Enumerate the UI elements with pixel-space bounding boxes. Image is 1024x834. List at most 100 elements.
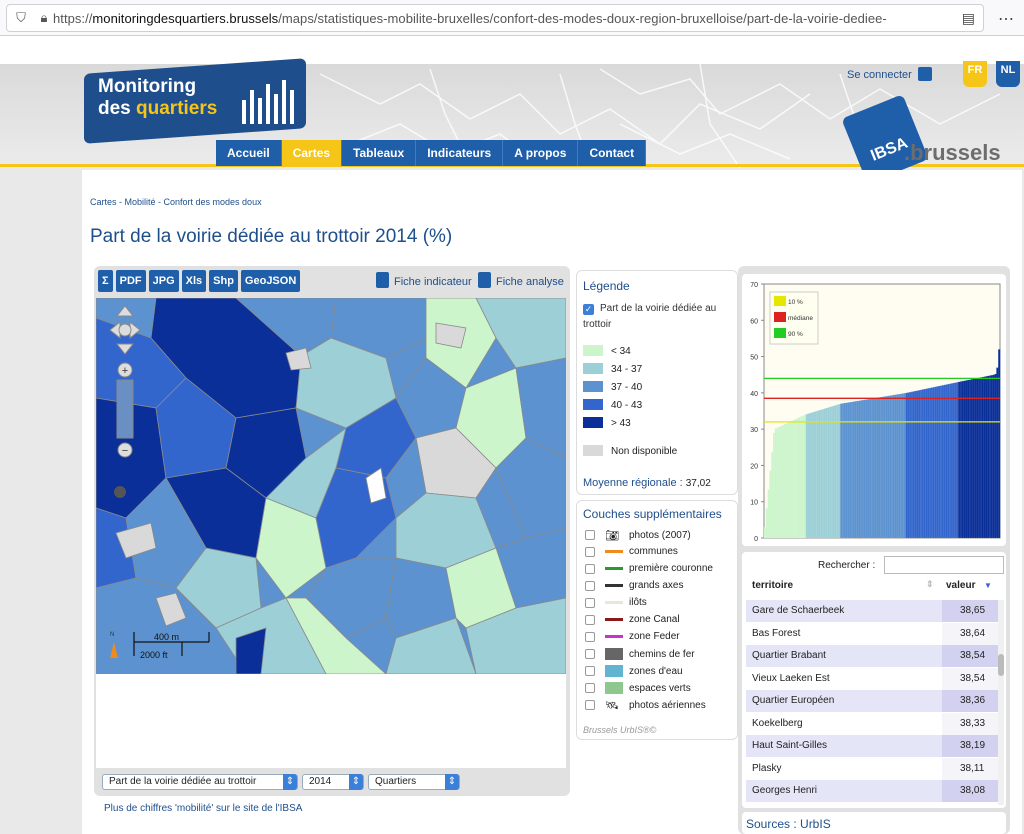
svg-text:+: + (122, 365, 128, 377)
logo-bars-icon (242, 80, 294, 124)
xls-button[interactable]: Xls (181, 270, 207, 292)
table-row[interactable]: Plasky 38,11 (746, 757, 1002, 780)
layer-label: grands axes (629, 580, 684, 591)
cell-valeur: 38,64 (942, 622, 1002, 645)
layer-item[interactable]: première couronne (585, 563, 713, 574)
lang-fr-button[interactable]: FR (963, 61, 987, 87)
nav-indicateurs[interactable]: Indicateurs (416, 140, 504, 166)
cell-valeur: 38,08 (942, 780, 1002, 802)
legend-panel: Légende ✓ Part de la voirie dédiée au tro… (576, 270, 738, 495)
nav-cartes[interactable]: Cartes (281, 140, 343, 166)
fiche-indicateur-link[interactable]: Fiche indicateur (376, 272, 472, 288)
y-tick-label: 60 (750, 318, 758, 325)
more-menu-icon[interactable]: ⋯ (998, 11, 1014, 28)
layer-checkbox[interactable] (585, 649, 595, 659)
legend-class-5: > 43 (583, 417, 631, 429)
layer-item[interactable]: zone Canal (585, 614, 680, 625)
layer-label: première couronne (629, 563, 713, 574)
layer-checkbox[interactable] (585, 580, 595, 591)
fiche-analyse-link[interactable]: Fiche analyse (478, 272, 564, 288)
indicator-select[interactable]: Part de la voirie dédiée au trottoir (102, 774, 298, 790)
scroll-thumb[interactable] (998, 654, 1004, 676)
shield-icon[interactable]: ⛉ (16, 10, 26, 25)
table-row[interactable]: Quartier Européen 38,36 (746, 690, 1002, 712)
layer-checkbox[interactable] (585, 614, 595, 625)
camera-icon: 📷︎ (605, 530, 619, 542)
table-scrollbar[interactable] (998, 600, 1004, 805)
layer-checkbox[interactable] (585, 546, 595, 557)
document-icon (376, 272, 389, 288)
nav-a-propos[interactable]: A propos (503, 140, 579, 166)
layer-checkbox[interactable] (585, 666, 595, 676)
legend-swatch (774, 328, 786, 338)
lang-nl-button[interactable]: NL (996, 61, 1020, 87)
column-valeur[interactable]: valeur (946, 580, 976, 591)
sources-link[interactable]: Sources : UrbIS (746, 817, 831, 831)
sort-both-icon[interactable]: ⇕ (926, 579, 934, 589)
login-link[interactable]: Se connecter (847, 69, 912, 81)
layer-area-swatch (605, 665, 623, 677)
table-row[interactable]: Koekelberg 38,33 (746, 712, 1002, 735)
url-text[interactable]: https://monitoringdesquartiers.brussels/… (53, 10, 887, 26)
search-input[interactable] (884, 556, 1004, 574)
y-tick-label: 30 (750, 427, 758, 434)
layer-item[interactable]: grands axes (585, 580, 683, 591)
cell-valeur: 38,19 (942, 735, 1002, 757)
table-row[interactable]: Vieux Laeken Est 38,54 (746, 667, 1002, 690)
bar (998, 349, 1001, 539)
layer-item[interactable]: 📷︎ photos (2007) (585, 529, 691, 542)
layer-checkbox[interactable] (585, 631, 595, 642)
legend-class-3: 37 - 40 (583, 381, 642, 393)
layer-checkbox[interactable] (585, 530, 595, 540)
layer-item[interactable]: communes (585, 546, 678, 557)
pdf-button[interactable]: PDF (115, 270, 146, 292)
layer-item[interactable]: 🛰︎ photos aériennes (585, 699, 706, 712)
cell-territoire: Plasky (752, 762, 782, 774)
table-row[interactable]: Georges Henri 38,08 (746, 780, 1002, 802)
layer-item[interactable]: chemins de fer (585, 648, 695, 660)
layer-item[interactable]: zone Feder (585, 631, 680, 642)
choropleth-map[interactable]: + − N 400 m 2000 ft (96, 298, 566, 674)
map-svg[interactable] (96, 298, 566, 674)
checkbox-checked-icon[interactable]: ✓ (583, 304, 594, 315)
layer-checkbox[interactable] (585, 700, 595, 710)
layer-line-swatch (605, 567, 623, 570)
layer-line-swatch (605, 584, 623, 587)
sort-desc-icon[interactable]: ▼ (984, 581, 992, 590)
layer-area-swatch (605, 648, 623, 660)
jpg-button[interactable]: JPG (148, 270, 179, 292)
layer-item[interactable]: espaces verts (585, 682, 691, 694)
lock-icon[interactable]: 🔒︎ (40, 10, 48, 25)
shp-button[interactable]: Shp (209, 270, 238, 292)
table-row[interactable]: Haut Saint-Gilles 38,19 (746, 735, 1002, 757)
table-row[interactable]: Quartier Brabant 38,54 (746, 645, 1002, 667)
reader-view-icon[interactable]: ▤ (961, 10, 975, 26)
geojson-button[interactable]: GeoJSON (240, 270, 301, 292)
more-figures-link[interactable]: Plus de chiffres 'mobilité' sur le site … (104, 803, 303, 814)
breadcrumb[interactable]: Cartes - Mobilité - Confort des modes do… (90, 197, 262, 207)
table-row[interactable]: Bas Forest 38,64 (746, 622, 1002, 645)
legend-layer-toggle[interactable]: ✓ Part de la voirie dédiée au trottoir (583, 303, 717, 330)
layer-item[interactable]: zones d'eau (585, 665, 683, 677)
document-icon (478, 272, 491, 288)
layer-line-swatch (605, 601, 623, 604)
sum-button[interactable]: Σ (98, 270, 113, 292)
regional-average: Moyenne régionale : 37,02 (583, 477, 711, 489)
nav-tableaux[interactable]: Tableaux (342, 140, 417, 166)
table-row[interactable]: Gare de Schaerbeek 38,65 (746, 600, 1002, 622)
legend-title: Légende (583, 279, 630, 293)
address-bar[interactable]: ⛉ 🔒︎ https://monitoringdesquartiers.brus… (6, 4, 984, 32)
layer-checkbox[interactable] (585, 683, 595, 693)
layer-checkbox[interactable] (585, 563, 595, 574)
nav-contact[interactable]: Contact (578, 140, 647, 166)
user-icon[interactable] (918, 67, 932, 81)
globe-icon[interactable] (114, 486, 126, 498)
layer-label: photos (2007) (629, 529, 691, 541)
column-territoire[interactable]: territoire (752, 580, 794, 591)
nav-accueil[interactable]: Accueil (216, 140, 282, 166)
layer-item[interactable]: ilôts (585, 597, 647, 608)
level-select[interactable]: Quartiers (368, 774, 460, 790)
map-pan-zoom-control[interactable]: + − (108, 304, 142, 462)
year-select[interactable]: 2014 (302, 774, 364, 790)
layer-checkbox[interactable] (585, 597, 595, 608)
